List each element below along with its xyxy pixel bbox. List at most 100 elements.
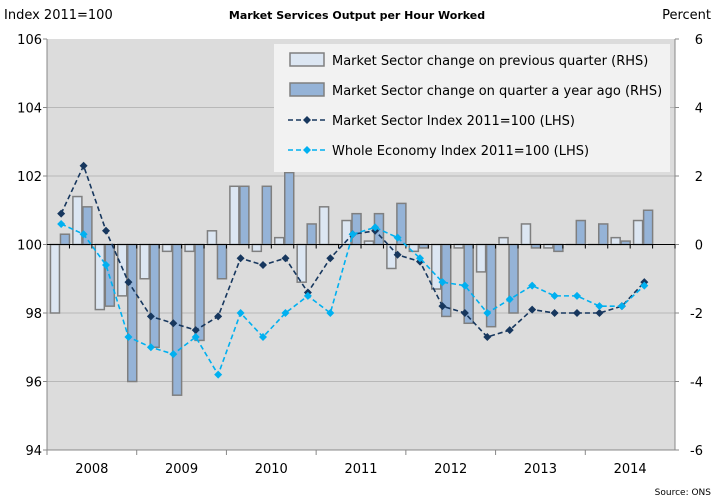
bar bbox=[363, 240, 375, 246]
data-point bbox=[146, 312, 155, 321]
bar bbox=[82, 206, 93, 246]
data-point bbox=[528, 305, 537, 314]
data-point bbox=[505, 326, 514, 335]
right-tick-label: -4 bbox=[690, 376, 703, 391]
data-point bbox=[124, 278, 133, 287]
x-tick-label: 2014 bbox=[614, 462, 647, 477]
source-note: Source: ONS bbox=[655, 488, 712, 498]
data-point bbox=[371, 223, 380, 232]
x-tick-label: 2013 bbox=[524, 462, 557, 477]
data-point bbox=[460, 281, 469, 290]
left-tick-label: 106 bbox=[17, 33, 42, 48]
legend-swatch bbox=[289, 52, 325, 67]
data-point bbox=[595, 309, 604, 317]
data-point bbox=[550, 291, 559, 300]
bar bbox=[206, 230, 218, 246]
bar bbox=[306, 223, 317, 246]
bar bbox=[139, 243, 150, 280]
bar bbox=[229, 185, 240, 246]
data-point bbox=[326, 309, 335, 317]
left-tick-label: 94 bbox=[25, 444, 42, 459]
data-point bbox=[460, 309, 469, 317]
data-point bbox=[550, 309, 559, 317]
right-tick-label: 6 bbox=[695, 33, 703, 48]
data-point bbox=[236, 309, 245, 317]
data-point bbox=[79, 161, 88, 170]
right-tick-label: 2 bbox=[695, 170, 703, 185]
data-point bbox=[640, 281, 649, 290]
left-tick-label: 104 bbox=[17, 102, 42, 117]
legend-swatch bbox=[289, 82, 325, 97]
bar bbox=[283, 171, 295, 246]
x-tick-label: 2009 bbox=[165, 462, 198, 477]
bar bbox=[453, 243, 464, 249]
bar bbox=[251, 243, 263, 253]
data-point bbox=[57, 219, 66, 228]
data-point bbox=[191, 332, 200, 341]
right-tick-label: -6 bbox=[690, 444, 703, 459]
data-point bbox=[281, 254, 290, 263]
data-point bbox=[281, 309, 290, 317]
legend-label: Whole Economy Index 2011=100 (LHS) bbox=[332, 144, 589, 159]
data-point bbox=[505, 295, 514, 304]
bar bbox=[184, 243, 195, 253]
left-tick-label: 96 bbox=[25, 376, 42, 391]
data-point bbox=[528, 281, 537, 290]
bar bbox=[498, 236, 509, 246]
right-tick-label: 4 bbox=[695, 102, 703, 117]
bar bbox=[597, 223, 609, 246]
bar bbox=[520, 223, 532, 246]
data-point bbox=[393, 250, 402, 259]
data-point bbox=[102, 261, 111, 270]
bar bbox=[261, 185, 273, 246]
right-tick-label: 0 bbox=[695, 239, 703, 254]
data-point bbox=[438, 302, 447, 311]
data-point bbox=[214, 370, 223, 379]
legend-label: Market Sector change on quarter a year a… bbox=[332, 84, 662, 99]
bar bbox=[318, 206, 330, 246]
bar bbox=[239, 185, 250, 246]
data-point bbox=[102, 226, 111, 235]
bar bbox=[149, 243, 160, 348]
data-point bbox=[124, 332, 133, 341]
bar bbox=[530, 243, 542, 249]
x-tick-label: 2012 bbox=[434, 462, 467, 477]
bar bbox=[49, 243, 61, 314]
x-tick-label: 2010 bbox=[255, 462, 288, 477]
bar bbox=[94, 243, 106, 311]
data-point bbox=[326, 254, 335, 263]
legend-label: Market Sector Index 2011=100 (LHS) bbox=[332, 114, 575, 129]
bar bbox=[296, 243, 307, 283]
data-point bbox=[595, 302, 604, 311]
x-tick-label: 2011 bbox=[344, 462, 377, 477]
bar bbox=[642, 209, 654, 246]
bar bbox=[171, 243, 183, 396]
bar bbox=[161, 243, 173, 253]
legend-marker bbox=[303, 116, 311, 124]
bar bbox=[418, 243, 430, 249]
bar bbox=[116, 243, 128, 297]
data-point bbox=[259, 332, 268, 341]
data-point bbox=[214, 312, 223, 321]
bar bbox=[508, 243, 519, 314]
data-point bbox=[617, 302, 626, 311]
left-axis-label: Index 2011=100 bbox=[4, 8, 113, 23]
data-point bbox=[348, 230, 357, 239]
bar bbox=[216, 243, 228, 280]
data-point bbox=[573, 309, 582, 317]
right-axis-label: Percent bbox=[662, 8, 711, 23]
chart-title: Market Services Output per Hour Worked bbox=[229, 9, 485, 22]
data-point bbox=[483, 309, 492, 317]
data-point bbox=[438, 278, 447, 287]
data-point bbox=[259, 261, 268, 270]
data-point bbox=[191, 326, 200, 335]
bar bbox=[475, 243, 487, 273]
x-tick-label: 2008 bbox=[75, 462, 108, 477]
bar bbox=[575, 219, 587, 246]
legend bbox=[274, 44, 670, 172]
left-tick-label: 102 bbox=[17, 170, 42, 185]
data-point bbox=[416, 254, 425, 263]
bar bbox=[59, 233, 71, 246]
